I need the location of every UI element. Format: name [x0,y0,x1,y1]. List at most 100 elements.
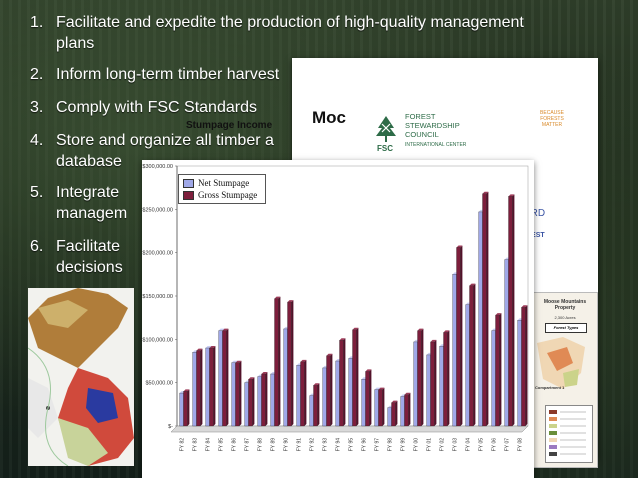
map-title: Moose Mountains Property [543,299,587,311]
bullet-number: 5. [30,184,44,201]
bar [192,352,197,427]
bar-side [408,392,411,426]
y-tick-label: $- [168,424,173,430]
left-map-drawing [28,288,134,466]
x-tick-label: FY 82 [180,438,186,451]
bar-side [265,372,268,426]
chart-legend: Net Stumpage Gross Stumpage [178,174,266,204]
bar-side [317,383,320,426]
bullet-number: 3. [30,99,44,116]
bar [439,346,444,427]
bar-side [395,400,398,426]
bar [218,330,223,427]
bar-side [499,313,502,426]
legend-item-net: Net Stumpage [183,177,249,189]
bar [443,332,448,427]
fsc-abbr: FSC [377,144,393,153]
bar-top [218,328,225,331]
fsc-line: COUNCIL [405,130,439,139]
bar [244,382,249,427]
bar-top [209,346,216,348]
bar-side [330,353,333,426]
x-tick-label: FY 01 [427,438,433,451]
bar [296,365,301,427]
bar-top [365,369,372,372]
bar [352,329,357,427]
bullet-text-cont: decisions [56,259,123,276]
x-tick-label: FY 89 [271,438,277,451]
y-tick-label: $100,000.00 [142,337,173,343]
bullet-4: 4. Store and organize all timber a databa… [30,130,274,172]
bar-top [183,389,190,392]
y-tick-label: $50,000.00 [145,381,173,387]
legend-swatch-gross [183,191,194,201]
x-tick-label: FY 95 [349,438,355,451]
bar-top [495,313,502,316]
bar-top [352,327,359,330]
bar-side [356,327,359,426]
x-tick-label: FY 86 [232,438,238,451]
doc-text-rest: REST [526,232,545,239]
bullet-text-cont: plans [56,35,95,52]
legend-label-gross: Gross Stumpage [198,190,258,200]
bar-side [421,328,424,426]
x-tick-label: FY 02 [440,438,446,451]
map-drawing [537,337,585,389]
bar [495,314,500,427]
doc-text-ard: ARD [524,208,546,219]
bar [404,394,409,427]
bar-top [261,372,268,374]
bullet-text-cont: database [56,153,122,170]
bar [196,350,201,427]
bar-top [482,191,489,194]
bar-top [456,245,463,248]
bar-side [278,296,281,426]
stumpage-income-title: Stumpage Income [186,120,273,131]
bar [270,373,275,427]
legend-swatch-net [183,179,194,189]
bullet-1: 1. Facilitate and expedite the production… [30,12,524,54]
bullet-3: 3. Comply with FSC Standards [30,97,257,118]
map-acres: 2,300 Acres [554,315,576,320]
bar [452,274,457,427]
fsc-intl-center: INTERNATIONAL CENTER [405,142,467,148]
bar [361,379,366,427]
bar-top [374,387,381,390]
fsc-line: FOREST [405,112,436,121]
x-tick-label: FY 87 [245,438,251,451]
bar-top [274,296,281,299]
bar-top [300,359,307,362]
bar [339,340,344,427]
x-tick-label: FY 83 [193,438,199,451]
y-tick-label: $200,000.00 [142,251,173,257]
x-tick-label: FY 91 [297,438,303,451]
chart-canvas: $- $50,000.00 $100,000.00 $150,000.00 $200,0… [142,164,529,451]
plot-floor [170,425,529,433]
bar-top [469,283,476,286]
bar-top [222,328,229,331]
x-tick-label: FY 96 [362,438,368,451]
x-tick-label: FY 94 [336,438,342,451]
bar [348,358,353,427]
bar-side [226,328,229,426]
bar [469,285,474,427]
bullet-text: Facilitate and expedite the production o… [56,14,524,31]
bar-top [287,300,294,303]
bar-top [430,339,437,342]
y-tick-label: $250,000.00 [142,207,173,213]
bar-side [460,245,463,426]
bar-top [521,305,528,308]
map-legend-swatches [549,410,586,456]
bar-top [326,353,333,356]
bullet-text: Integrate [56,184,120,201]
bar [222,330,227,427]
bar [309,395,314,427]
y-tick-label: $300,000.00 [142,164,173,170]
x-tick-label: FY 04 [466,438,472,451]
bar-top [443,330,450,333]
bar [300,361,305,427]
bar-side [343,338,346,426]
bar-side [213,346,216,426]
legend-label-net: Net Stumpage [198,178,250,188]
bar-side [200,348,203,426]
